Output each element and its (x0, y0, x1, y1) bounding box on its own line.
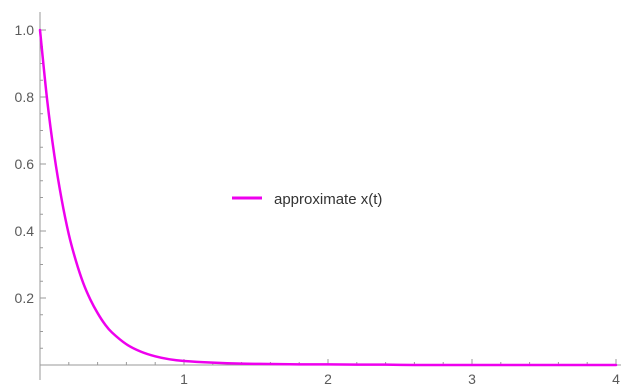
y-tick-label: 0.8 (15, 89, 35, 105)
x-tick-label: 2 (324, 371, 332, 385)
x-ticks: 1 2 3 4 (68, 359, 620, 385)
series-line (38, 28, 618, 367)
plot-area (38, 28, 618, 367)
x-tick-label: 1 (180, 371, 188, 385)
legend: approximate x(t) (232, 191, 382, 208)
x-tick-label: 3 (468, 371, 476, 385)
legend-label: approximate x(t) (274, 191, 382, 208)
y-ticks: 0.2 0.4 0.6 0.8 1.0 (15, 22, 46, 349)
y-tick-label: 0.6 (15, 156, 35, 172)
y-tick-label: 0.4 (15, 223, 35, 239)
x-tick-label: 4 (612, 371, 620, 385)
y-tick-label: 0.2 (15, 290, 35, 306)
y-tick-label: 1.0 (15, 22, 35, 38)
